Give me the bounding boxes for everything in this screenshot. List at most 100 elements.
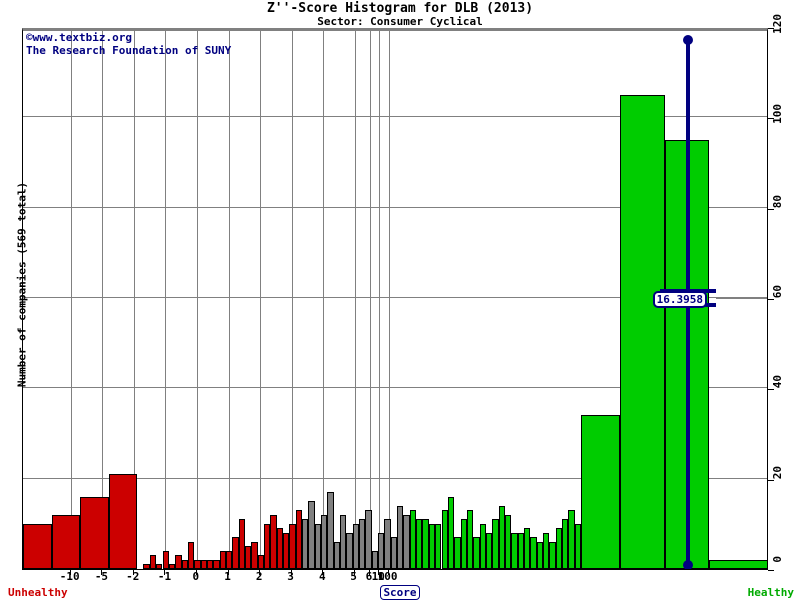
histogram-bar bbox=[447, 496, 455, 569]
histogram-bar bbox=[308, 501, 315, 569]
histogram-bar bbox=[302, 519, 309, 569]
x-axis-tick-mark bbox=[69, 570, 71, 575]
histogram-bar bbox=[282, 532, 290, 569]
histogram-bar bbox=[466, 510, 474, 569]
histogram-bar bbox=[568, 510, 575, 569]
credit-line-1: ©www.textbiz.org bbox=[26, 31, 132, 44]
histogram-bar bbox=[206, 559, 214, 569]
histogram-bar bbox=[321, 514, 328, 569]
y-axis-tick-mark bbox=[768, 208, 774, 210]
histogram-bar bbox=[295, 510, 302, 569]
chart-title: Z''-Score Histogram for DLB (2013) bbox=[266, 1, 534, 16]
histogram-bar bbox=[327, 492, 334, 569]
y-axis-title: Number of companies (569 total) bbox=[15, 181, 29, 388]
x-axis-tick-label: 6 bbox=[365, 570, 373, 583]
y-axis-tick-mark bbox=[768, 299, 774, 300]
histogram-bar bbox=[384, 519, 391, 569]
gridline-vertical bbox=[291, 31, 293, 569]
marker-value-label: 16.3958 bbox=[652, 291, 708, 309]
histogram-bar bbox=[346, 532, 353, 569]
x-axis-tick-mark bbox=[132, 570, 134, 575]
histogram-bar bbox=[80, 496, 109, 569]
legend-unhealthy: Unhealthy bbox=[8, 586, 68, 599]
x-axis-tick-label: -1 bbox=[157, 570, 172, 583]
histogram-bar bbox=[51, 514, 81, 569]
x-axis-tick-label: 100 bbox=[377, 570, 398, 583]
histogram-bar bbox=[511, 532, 518, 569]
x-axis-title: Score bbox=[0, 585, 800, 600]
histogram-bar bbox=[709, 559, 767, 569]
gridline-vertical bbox=[228, 31, 230, 569]
histogram-bar bbox=[390, 537, 398, 569]
histogram-bar bbox=[270, 514, 277, 569]
histogram-bar bbox=[619, 94, 665, 569]
marker-leader-line bbox=[715, 298, 767, 300]
histogram-bar bbox=[232, 537, 239, 569]
histogram-bar bbox=[378, 532, 385, 569]
histogram-bar bbox=[200, 559, 207, 569]
x-axis-tick-mark bbox=[368, 570, 370, 575]
histogram-bar bbox=[352, 523, 360, 569]
histogram-bar bbox=[244, 546, 252, 569]
x-axis-tick-label: 0 bbox=[192, 570, 200, 583]
histogram-bar bbox=[23, 523, 52, 569]
histogram-bar bbox=[485, 532, 493, 569]
gridline-vertical bbox=[354, 31, 356, 569]
histogram-bar bbox=[289, 523, 296, 569]
x-axis-tick-label: 3 bbox=[287, 570, 294, 583]
gridline-vertical bbox=[102, 31, 104, 569]
histogram-bar bbox=[175, 555, 182, 569]
marker-dot-top bbox=[682, 35, 693, 46]
histogram-bar bbox=[504, 514, 512, 569]
y-axis-tick-mark bbox=[768, 28, 774, 29]
histogram-bar bbox=[397, 505, 404, 569]
x-axis-tick-mark bbox=[227, 570, 229, 575]
histogram-bar bbox=[473, 537, 480, 569]
y-axis-tick-label: 100 bbox=[771, 104, 784, 125]
histogram-bar bbox=[441, 510, 448, 569]
plot-area: 16.3958 bbox=[22, 28, 768, 570]
legend-healthy: Healthy bbox=[747, 586, 794, 599]
histogram-bar bbox=[108, 474, 138, 569]
histogram-bar bbox=[416, 519, 423, 569]
histogram-bar bbox=[162, 550, 169, 569]
histogram-bar bbox=[479, 523, 486, 569]
gridline-horizontal bbox=[23, 297, 767, 298]
histogram-bar bbox=[555, 528, 562, 569]
histogram-bar bbox=[156, 564, 163, 569]
histogram-bar bbox=[213, 559, 220, 569]
histogram-bar bbox=[168, 564, 176, 569]
x-axis-tick-mark bbox=[387, 570, 389, 575]
histogram-bar bbox=[435, 523, 442, 569]
gridline-vertical bbox=[70, 31, 72, 569]
histogram-bar bbox=[422, 519, 429, 569]
y-axis-tick-label: 0 bbox=[771, 556, 784, 563]
x-axis-tick-label: -10 bbox=[59, 570, 80, 583]
histogram-bar bbox=[251, 541, 258, 569]
x-axis-tick-mark bbox=[378, 570, 380, 575]
x-axis-tick-mark bbox=[101, 570, 103, 575]
x-axis-tick-mark bbox=[290, 570, 292, 575]
histogram-bar bbox=[574, 523, 581, 569]
y-axis-tick-mark bbox=[768, 118, 774, 120]
histogram-bar bbox=[340, 514, 347, 569]
y-axis-tick-label: 40 bbox=[771, 375, 784, 389]
gridline-horizontal bbox=[23, 477, 767, 479]
histogram-bar bbox=[371, 550, 379, 569]
histogram-bar bbox=[333, 541, 341, 569]
histogram-bar bbox=[530, 537, 537, 569]
histogram-bar bbox=[238, 519, 245, 569]
y-axis-tick-mark bbox=[768, 479, 774, 481]
histogram-bar bbox=[549, 541, 556, 569]
histogram-bar bbox=[143, 564, 150, 569]
histogram-bar bbox=[492, 519, 499, 569]
histogram-bar bbox=[276, 528, 283, 569]
gridline-vertical bbox=[369, 31, 371, 569]
gridline-vertical bbox=[379, 31, 381, 569]
histogram-bar bbox=[581, 415, 620, 569]
x-axis-tick-mark bbox=[164, 570, 166, 575]
y-axis-tick-mark bbox=[768, 389, 774, 391]
histogram-bar bbox=[523, 528, 531, 569]
x-axis-tick-label: 10 bbox=[371, 570, 385, 583]
